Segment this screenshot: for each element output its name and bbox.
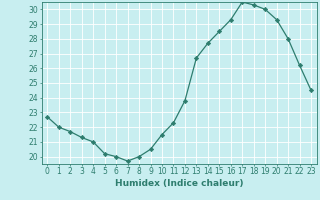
- X-axis label: Humidex (Indice chaleur): Humidex (Indice chaleur): [115, 179, 244, 188]
